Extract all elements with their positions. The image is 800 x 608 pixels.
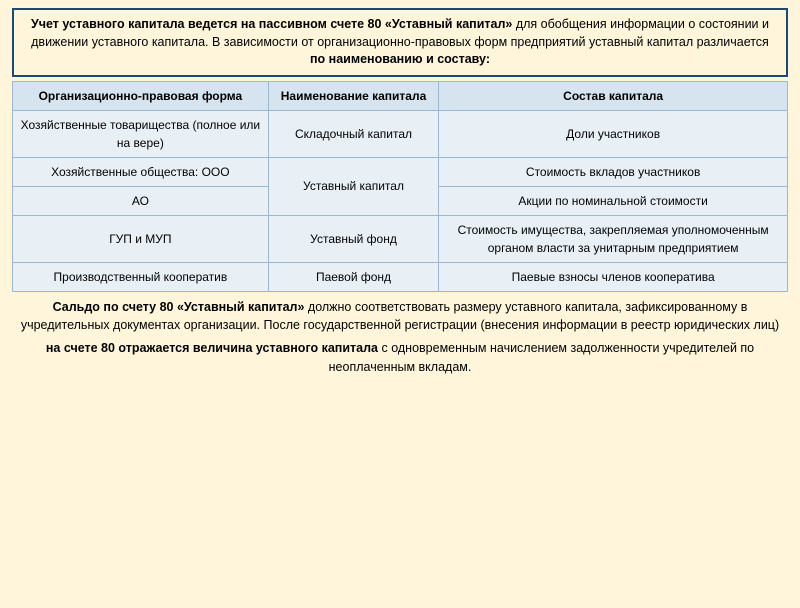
cell-composition: Стоимость имущества, закрепляемая уполно… [439,215,788,262]
cell-form: АО [13,186,269,215]
table-row: Хозяйственные общества: ООО Уставный кап… [13,157,788,186]
footer-p2-rest: с одновременным начислением задолженност… [329,341,754,374]
table-header-row: Организационно-правовая форма Наименован… [13,81,788,110]
header-intro: Учет уставного капитала ведется на пасси… [12,8,788,77]
table-row: ГУП и МУП Уставный фонд Стоимость имущес… [13,215,788,262]
cell-composition: Доли участников [439,110,788,157]
cell-composition: Паевые взносы членов кооператива [439,262,788,291]
col-header-composition: Состав капитала [439,81,788,110]
cell-composition: Стоимость вкладов участников [439,157,788,186]
footer-p1-bold: Сальдо по счету 80 «Уставный капитал» [53,300,305,314]
capital-table-wrapper: Организационно-правовая форма Наименован… [12,81,788,292]
cell-name-merged: Уставный капитал [268,157,439,215]
footer-p2-bold: на счете 80 отражается величина уставног… [46,341,378,355]
cell-form: ГУП и МУП [13,215,269,262]
cell-name: Складочный капитал [268,110,439,157]
table-row: Хозяйственные товарищества (полное или н… [13,110,788,157]
cell-form: Хозяйственные общества: ООО [13,157,269,186]
footer-paragraph-1: Сальдо по счету 80 «Уставный капитал» до… [20,298,780,336]
header-bold2: по наименованию и составу: [310,52,490,66]
footer-paragraph-2: на счете 80 отражается величина уставног… [20,339,780,377]
capital-table: Организационно-правовая форма Наименован… [12,81,788,292]
cell-form: Хозяйственные товарищества (полное или н… [13,110,269,157]
header-bold1: Учет уставного капитала ведется на пасси… [31,17,512,31]
cell-name: Уставный фонд [268,215,439,262]
col-header-form: Организационно-правовая форма [13,81,269,110]
cell-name: Паевой фонд [268,262,439,291]
cell-composition: Акции по номинальной стоимости [439,186,788,215]
col-header-name: Наименование капитала [268,81,439,110]
table-row: Производственный кооператив Паевой фонд … [13,262,788,291]
cell-form: Производственный кооператив [13,262,269,291]
